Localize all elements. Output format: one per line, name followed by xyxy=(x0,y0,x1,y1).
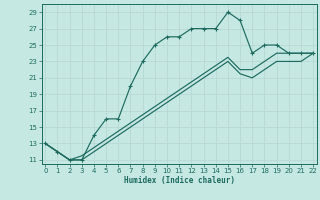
X-axis label: Humidex (Indice chaleur): Humidex (Indice chaleur) xyxy=(124,176,235,185)
